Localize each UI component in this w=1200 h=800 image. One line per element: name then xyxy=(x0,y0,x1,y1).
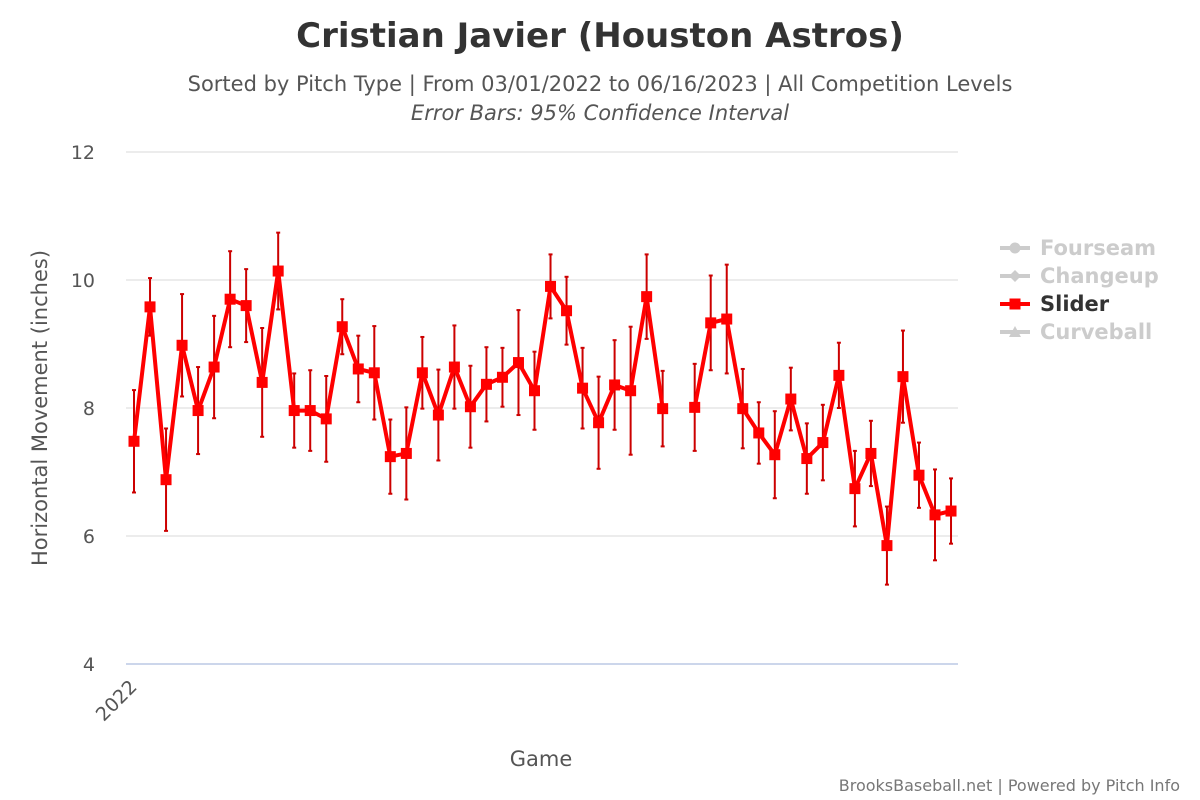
point-16 xyxy=(368,367,380,379)
point-49 xyxy=(897,371,909,383)
point-51 xyxy=(929,509,941,521)
point-3 xyxy=(160,474,172,486)
point-31 xyxy=(609,379,621,391)
y-tick-label-6: 6 xyxy=(83,526,95,548)
point-45 xyxy=(833,369,845,381)
y-tick-label-12: 12 xyxy=(71,142,95,164)
point-22 xyxy=(464,401,476,413)
point-41 xyxy=(769,449,781,461)
point-6 xyxy=(208,361,220,373)
legend-marker-triangle xyxy=(1009,326,1021,337)
point-17 xyxy=(384,451,396,463)
legend-label-curveball: Curveball xyxy=(1040,320,1152,344)
point-12 xyxy=(304,405,316,417)
point-28 xyxy=(561,305,573,317)
point-34 xyxy=(657,403,669,415)
point-15 xyxy=(352,363,364,375)
y-axis-title: Horizontal Movement (inches) xyxy=(28,250,52,566)
point-40 xyxy=(753,427,765,439)
point-37 xyxy=(705,317,717,329)
y-axis-ticks: 4 6 8 10 12 xyxy=(71,142,95,676)
x-tick-label-2022: 2022 xyxy=(92,676,142,726)
point-25 xyxy=(512,357,524,369)
point-8 xyxy=(240,300,252,312)
chart-title: Cristian Javier (Houston Astros) xyxy=(296,16,904,56)
y-tick-label-10: 10 xyxy=(71,270,95,292)
point-43 xyxy=(801,453,813,465)
legend-marker-circle xyxy=(1009,242,1021,254)
point-5 xyxy=(192,405,204,417)
point-47 xyxy=(865,447,877,459)
point-20 xyxy=(432,409,444,421)
point-26 xyxy=(529,385,540,397)
point-44 xyxy=(817,437,829,449)
point-13 xyxy=(320,413,332,425)
point-18 xyxy=(400,447,412,459)
point-52 xyxy=(945,505,957,517)
point-27 xyxy=(545,280,557,292)
legend-label-changeup: Changeup xyxy=(1040,264,1159,288)
legend-marker-diamond xyxy=(1009,270,1021,282)
series-slider xyxy=(128,231,957,586)
point-48 xyxy=(881,540,893,552)
point-50 xyxy=(913,469,925,481)
point-33 xyxy=(641,291,653,303)
point-4 xyxy=(176,339,188,351)
legend-item-curveball: Curveball xyxy=(1000,320,1152,344)
point-38 xyxy=(721,313,733,325)
legend-item-slider: Slider xyxy=(1000,292,1110,316)
point-24 xyxy=(496,371,508,383)
y-tick-label-4: 4 xyxy=(83,654,95,676)
legend-marker-square xyxy=(1009,298,1021,310)
point-10 xyxy=(272,265,284,277)
point-11 xyxy=(288,405,300,417)
x-axis-ticks: 2022 xyxy=(92,676,142,726)
point-2 xyxy=(144,301,156,313)
point-14 xyxy=(336,321,348,333)
legend: Fourseam Changeup Slider Curveball xyxy=(1000,236,1159,344)
point-7 xyxy=(224,293,236,305)
legend-label-slider: Slider xyxy=(1040,292,1110,316)
point-36 xyxy=(689,401,701,413)
point-23 xyxy=(480,378,492,390)
point-9 xyxy=(256,376,268,388)
legend-item-fourseam: Fourseam xyxy=(1000,236,1156,260)
point-39 xyxy=(737,403,749,415)
point-46 xyxy=(849,483,861,495)
x-axis-title: Game xyxy=(510,747,573,771)
y-tick-label-8: 8 xyxy=(83,398,95,420)
point-19 xyxy=(416,367,428,379)
point-29 xyxy=(577,382,589,394)
chart-error-note: Error Bars: 95% Confidence Interval xyxy=(411,101,789,125)
grid xyxy=(126,151,958,665)
credit-text: BrooksBaseball.net | Powered by Pitch In… xyxy=(839,776,1180,795)
point-32 xyxy=(625,385,637,397)
chart-subtitle: Sorted by Pitch Type | From 03/01/2022 t… xyxy=(188,72,1013,97)
point-1 xyxy=(128,435,140,447)
point-30 xyxy=(593,417,605,429)
legend-item-changeup: Changeup xyxy=(1000,264,1159,288)
legend-label-fourseam: Fourseam xyxy=(1040,236,1156,260)
point-42 xyxy=(785,393,797,405)
point-21 xyxy=(448,361,460,373)
